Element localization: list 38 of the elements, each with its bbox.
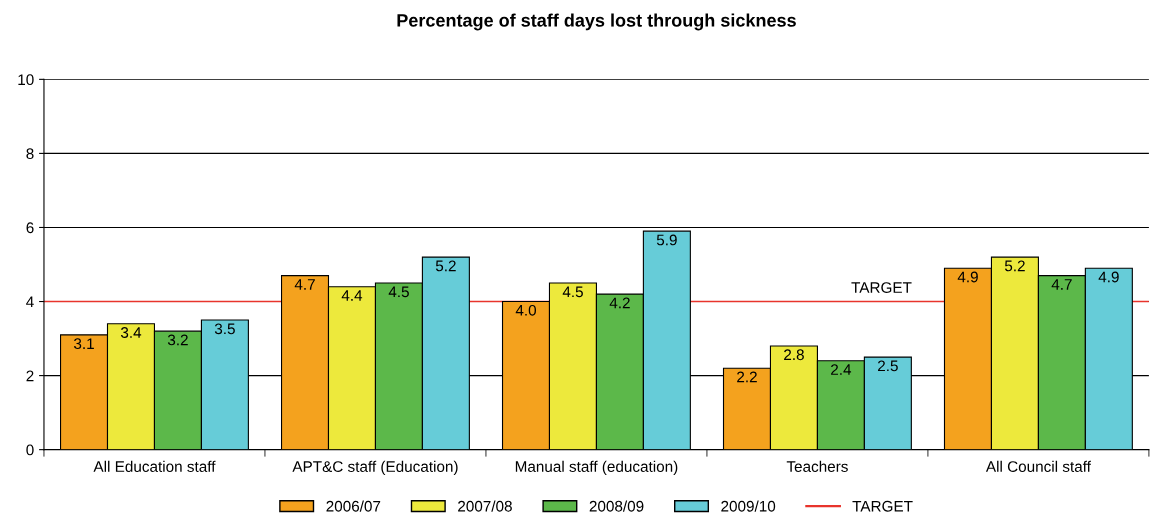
data-label: 3.5 [214,323,235,335]
y-tick-label: 6 [26,222,34,234]
data-label: 4.2 [609,297,630,309]
data-label: 4.0 [515,304,537,316]
chart-title: Percentage of staff days lost through sickness [397,13,796,31]
x-tick-label: All Council staff [985,460,1091,472]
data-label: 4.7 [1051,279,1072,290]
data-label: 3.2 [167,334,188,346]
data-label: 3.1 [73,338,94,350]
data-label: 2.2 [737,371,757,383]
legend-label: TARGET [852,500,913,512]
data-label: 5.9 [656,234,677,246]
data-label: 4.5 [388,286,409,298]
data-label: 4.4 [341,290,363,301]
legend-label: 2009/10 [721,500,776,512]
y-tick-label: 10 [18,74,34,86]
data-label: 5.2 [1004,260,1025,272]
data-label: 4.5 [562,286,583,298]
legend-label: 2006/07 [326,500,381,512]
x-tick-label: All Education staff [93,460,216,472]
y-tick-label: 2 [26,370,34,382]
data-label: 3.4 [120,327,142,338]
data-label: 2.5 [878,360,898,372]
legend-label: 2007/08 [458,500,512,512]
data-label: 2.8 [784,349,804,361]
legend-label: 2008/09 [589,500,644,512]
data-label: 4.7 [294,279,315,290]
text: TARGET [851,282,912,293]
x-tick-label: Manual staff (education) [515,460,678,475]
data-label: 4.9 [957,271,978,283]
y-tick-label: 8 [26,148,34,160]
y-tick-label: 4 [26,296,34,308]
x-tick-label: APT&C staff (Education) [292,460,458,475]
y-tick-label: 0 [26,444,34,456]
data-label: 5.2 [435,260,456,272]
x-tick-label: Teachers [786,460,848,472]
data-label: 2.4 [831,364,852,375]
data-label: 4.9 [1098,271,1119,283]
